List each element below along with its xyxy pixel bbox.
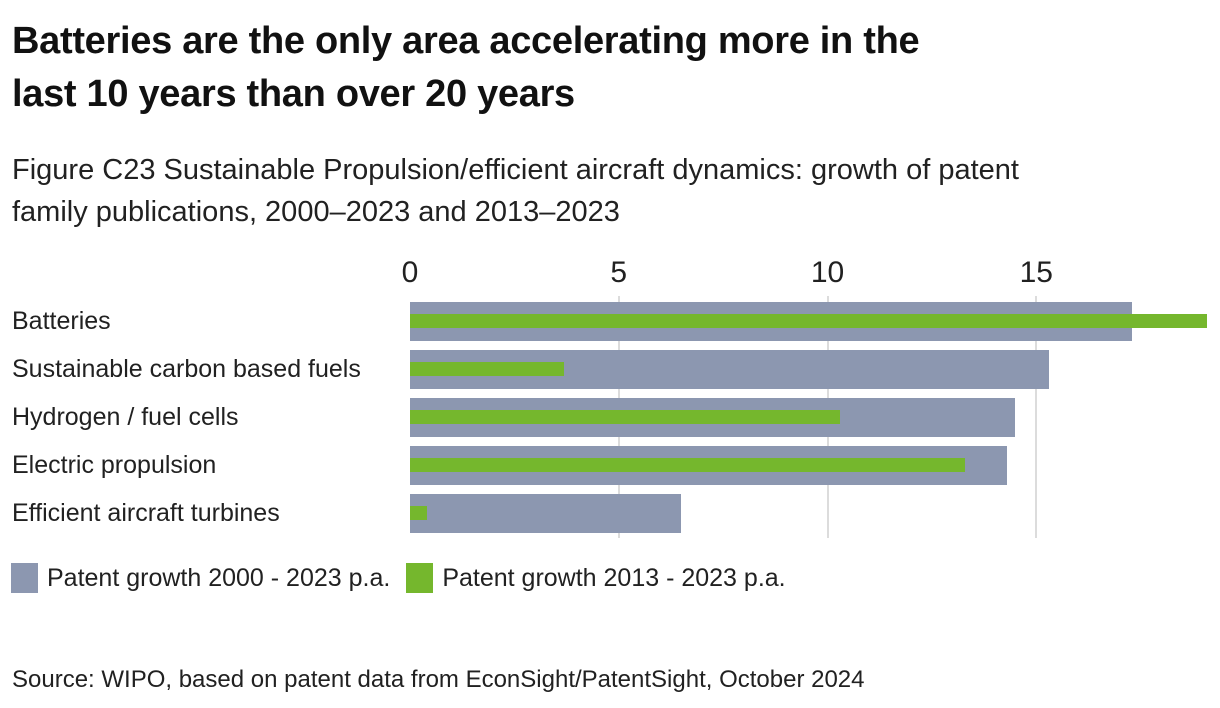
legend: Patent growth 2000 - 2023 p.a. Patent gr…: [11, 563, 786, 593]
x-tick-label: 15: [1019, 256, 1053, 289]
legend-label-2013-2023: Patent growth 2013 - 2023 p.a.: [442, 563, 786, 592]
legend-swatch-2000-2023-icon: [11, 563, 38, 593]
bar-2013-2023: [410, 314, 1208, 328]
page-title-line2: last 10 years than over 20 years: [12, 73, 575, 115]
category-label: Hydrogen / fuel cells: [12, 403, 239, 431]
source-note: Source: WIPO, based on patent data from …: [12, 666, 865, 693]
figure-subtitle-line2: family publications, 2000–2023 and 2013–…: [12, 196, 620, 228]
gridline: [1035, 296, 1038, 538]
x-tick-label: 5: [610, 256, 628, 289]
figure-subtitle-line1: Figure C23 Sustainable Propulsion/effici…: [12, 154, 1019, 186]
legend-swatch-2013-2023-icon: [406, 563, 434, 593]
figure-subtitle: Figure C23 Sustainable Propulsion/effici…: [12, 149, 1207, 233]
bar-2013-2023: [410, 362, 565, 376]
bar-2013-2023: [410, 410, 841, 424]
page-title: Batteries are the only area accelerating…: [12, 15, 1202, 121]
bar-2013-2023: [410, 506, 427, 520]
legend-item-2013-2023: Patent growth 2013 - 2023 p.a.: [406, 563, 786, 593]
bar-2000-2023: [410, 494, 682, 533]
bar-chart: 0 5 10 15 Batteries Sustainable carbon based…: [0, 250, 1220, 540]
category-label: Electric propulsion: [12, 451, 217, 479]
x-tick-label: 0: [401, 256, 419, 289]
x-axis: 0 5 10 15: [402, 256, 1220, 289]
plot-area: [410, 296, 1220, 538]
category-label: Batteries: [12, 307, 111, 335]
category-label: Efficient aircraft turbines: [12, 499, 280, 527]
legend-item-2000-2023: Patent growth 2000 - 2023 p.a.: [11, 563, 390, 593]
category-label: Sustainable carbon based fuels: [12, 355, 361, 383]
legend-label-2000-2023: Patent growth 2000 - 2023 p.a.: [47, 563, 391, 592]
bar-2013-2023: [410, 458, 966, 472]
page-title-line1: Batteries are the only area accelerating…: [12, 20, 920, 62]
x-tick-label: 10: [810, 256, 845, 289]
